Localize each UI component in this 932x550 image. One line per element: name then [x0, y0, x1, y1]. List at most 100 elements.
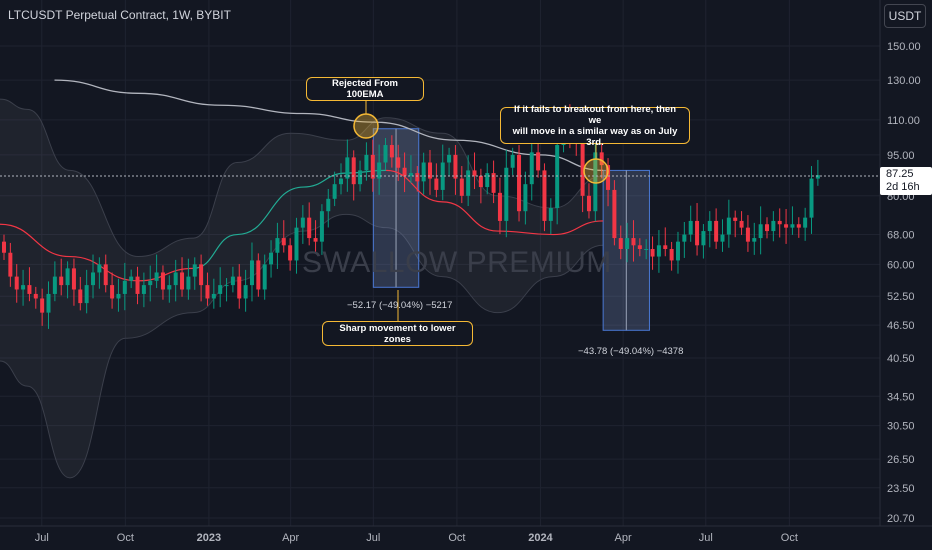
candle-body — [472, 170, 477, 176]
candle-body — [510, 154, 515, 168]
candle-body — [777, 220, 782, 225]
sharp-movement-callout[interactable]: Sharp movement to lower zones — [322, 321, 473, 346]
candle-body — [656, 245, 661, 257]
candle-body — [307, 217, 312, 239]
candle-body — [497, 192, 502, 221]
candle-body — [491, 173, 496, 193]
candles — [2, 104, 820, 329]
candle-body — [52, 276, 57, 294]
candle-body — [752, 238, 757, 242]
candle-body — [809, 178, 814, 218]
candle-body — [745, 227, 750, 242]
candle-body — [358, 170, 363, 185]
y-tick-label: 110.00 — [887, 115, 920, 127]
sma-down-segment — [386, 169, 604, 236]
candle-body — [205, 285, 210, 299]
candle-body — [40, 298, 45, 313]
candle-body — [517, 154, 522, 212]
watermark: SWALLOW PREMIUM — [302, 246, 612, 279]
candle-body — [606, 165, 611, 190]
candle-body — [523, 184, 528, 212]
sma-up-segment — [193, 169, 387, 269]
x-tick-label: Jul — [366, 532, 380, 544]
candle-body — [199, 264, 204, 286]
candle-body — [370, 154, 375, 179]
highlight-circles — [353, 113, 609, 184]
grid — [0, 0, 880, 526]
candle-body — [637, 245, 642, 249]
candle-body — [351, 157, 356, 185]
candle-body — [364, 154, 369, 171]
candle-body — [59, 276, 64, 286]
symbol-title[interactable]: LTCUSDT Perpetual Contract, 1W, BYBIT — [8, 8, 231, 22]
y-tick-label: 150.00 — [887, 41, 921, 53]
candle-body — [27, 285, 32, 294]
candle-body — [428, 162, 433, 179]
y-tick-label: 26.50 — [887, 454, 915, 466]
candle-body — [262, 264, 267, 290]
x-tick-label: 2023 — [197, 532, 221, 544]
candle-body — [288, 245, 293, 261]
candle-body — [256, 260, 261, 290]
candle-body — [758, 224, 763, 239]
x-tick-label: Jul — [699, 532, 713, 544]
range-measure-label-1: −52.17 (−49.04%) −5217 — [347, 300, 453, 311]
candle-body — [599, 152, 604, 166]
x-tick-label: 2024 — [528, 532, 553, 544]
candle-body — [186, 276, 191, 290]
candle-body — [726, 217, 731, 235]
candle-body — [396, 157, 401, 168]
x-tick-label: Apr — [282, 532, 299, 544]
y-tick-label: 95.00 — [887, 150, 915, 162]
candle-body — [815, 175, 820, 179]
candle-body — [612, 189, 617, 239]
candle-body — [644, 248, 649, 250]
candle-body — [129, 276, 134, 281]
time-axis[interactable]: Jul Oct 2023 Apr Jul Oct 2024 Apr Jul Oct — [0, 525, 932, 544]
highlight-circle-2 — [583, 158, 609, 184]
candle-body — [536, 152, 541, 171]
candle-body — [84, 285, 89, 304]
candle-body — [243, 285, 248, 299]
candle-body — [529, 152, 534, 185]
x-tick-label: Apr — [615, 532, 632, 544]
candle-body — [625, 238, 630, 249]
x-tick-label: Oct — [781, 532, 798, 544]
candle-body — [160, 272, 165, 290]
sharp-movement-text: Sharp movement to lower zones — [339, 322, 456, 345]
currency-button[interactable]: USDT — [884, 4, 926, 28]
candle-body — [294, 227, 299, 261]
candle-body — [8, 252, 13, 277]
candle-body — [485, 173, 490, 188]
candle-body — [71, 268, 76, 290]
candle-body — [281, 238, 286, 246]
candle-body — [148, 280, 153, 286]
candle-body — [14, 276, 19, 290]
candle-body — [230, 276, 235, 286]
y-tick-label: 46.50 — [887, 320, 915, 332]
candle-body — [765, 224, 769, 232]
ema-100-line — [54, 79, 604, 172]
rejected-ema-callout[interactable]: Rejected From 100EMA — [306, 77, 424, 101]
candle-body — [180, 272, 185, 290]
candle-body — [345, 157, 350, 179]
candle-body — [796, 224, 801, 228]
bar-countdown: 2d 16h — [886, 181, 920, 193]
y-tick-label: 60.00 — [887, 259, 915, 271]
candle-body — [224, 285, 229, 287]
breakout-callout[interactable]: If it fails to breakout from here, then … — [500, 103, 690, 148]
candle-body — [110, 285, 115, 299]
candle-body — [580, 142, 585, 196]
candle-body — [167, 285, 172, 290]
x-tick-label: Jul — [35, 532, 49, 544]
candle-body — [338, 178, 343, 185]
breakout-text-line1: If it fails to breakout from here, then … — [513, 103, 677, 126]
candle-body — [332, 184, 337, 199]
candle-body — [192, 264, 197, 277]
candle-body — [33, 293, 38, 299]
candle-body — [269, 252, 274, 265]
y-tick-label: 40.50 — [887, 353, 915, 365]
range-measure-label-2: −43.78 (−49.04%) −4378 — [578, 346, 684, 357]
candle-body — [173, 272, 178, 286]
